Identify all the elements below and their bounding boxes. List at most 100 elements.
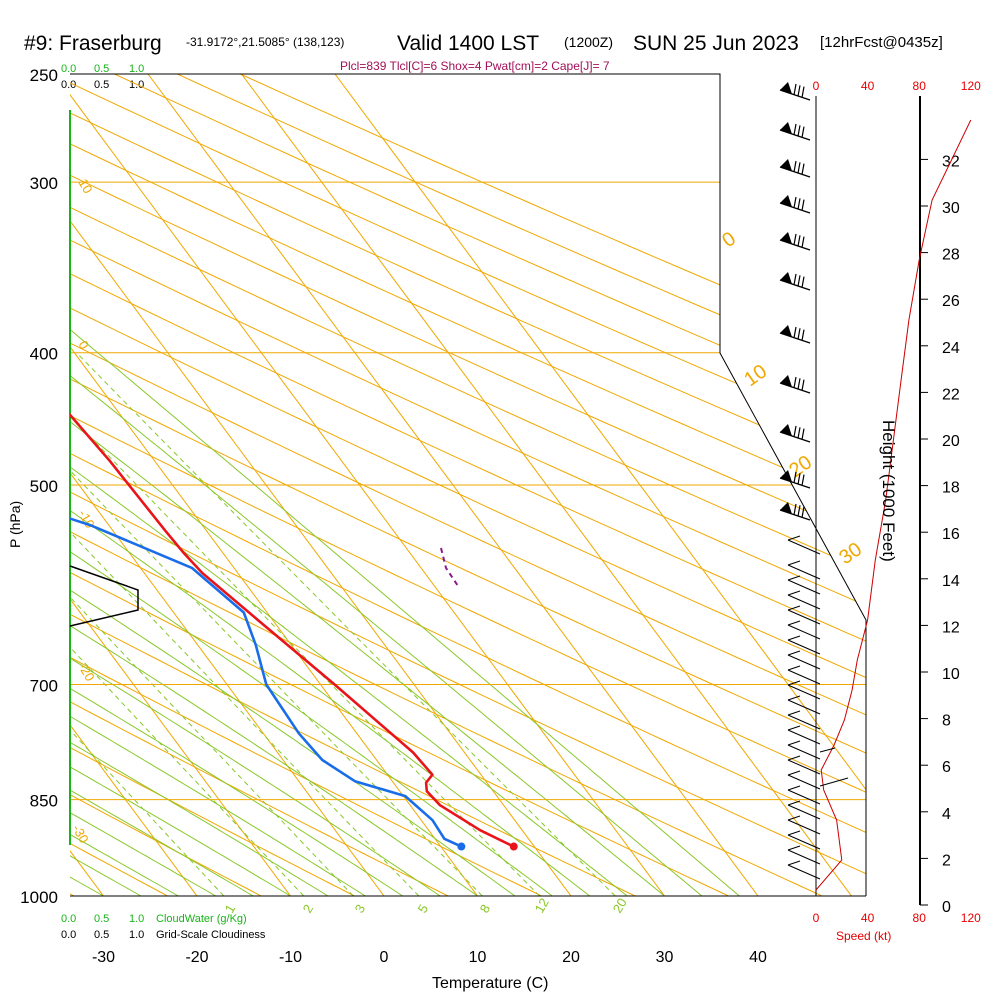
y-tick-label: 850 (30, 792, 58, 811)
mixing-ratio-line (76, 352, 616, 896)
cloud-top-black-2: 1.0 (129, 79, 144, 91)
wind-barb (787, 774, 821, 790)
dry-adiabat-lines (70, 74, 866, 896)
wind-barb-feather (801, 329, 805, 341)
forecast-tag: [12hrFcst@0435z] (820, 34, 943, 51)
wind-barb (787, 804, 821, 820)
height-tick-label: 14 (942, 573, 960, 590)
wind-barb-feather (801, 86, 805, 98)
wind-barb-feather (787, 620, 801, 626)
wind-barb (787, 759, 821, 775)
wind-barb (787, 654, 821, 670)
wind-barb (819, 777, 849, 787)
dry-adiabat-line (70, 74, 866, 896)
wind-barb-feather (793, 123, 797, 136)
cloud-scale-bottom: 0.0 0.5 1.0 CloudWater (g/Kg) 0.0 0.5 1.… (61, 913, 266, 941)
dry-adiabat-label: 10 (75, 176, 95, 196)
x-tick-label: 20 (562, 949, 580, 966)
wind-barb-feather (801, 474, 805, 486)
valid-date: SUN 25 Jun 2023 (633, 32, 799, 55)
cloudwater-label: CloudWater (g/Kg) (156, 913, 247, 925)
moist-adiabat-line (70, 74, 254, 896)
wind-barb (787, 714, 821, 730)
wind-barb-feather (787, 860, 801, 866)
dry-adiabat-line (70, 74, 262, 896)
wind-barb-flag (780, 424, 792, 436)
speed-tick-bottom: 120 (961, 911, 981, 925)
moist-adiabat-label: 30 (835, 538, 866, 569)
speed-tick-bottom: 0 (813, 911, 820, 925)
speed-tick-bottom: 80 (913, 911, 927, 925)
wind-barb-feather (793, 233, 797, 246)
moist-adiabat-line (70, 74, 591, 896)
height-axis-label: Height (1000 Feet) (879, 420, 898, 562)
x-tick-label: 30 (656, 949, 674, 966)
wind-barb-feather (787, 830, 801, 836)
x-tick-label: -20 (185, 949, 208, 966)
wind-barb-flag (780, 272, 792, 284)
wind-barb (779, 129, 811, 141)
dry-adiabat-line (70, 74, 866, 896)
height-tick-label: 12 (942, 619, 960, 636)
wind-barb-feather (787, 605, 801, 611)
moist-adiabat-line (70, 74, 516, 896)
y-tick-label: 250 (30, 66, 58, 85)
dry-adiabat-line (70, 74, 866, 896)
wind-barb-feather (801, 236, 805, 248)
moist-adiabat-line (70, 74, 703, 896)
y-axis-label: P (hPa) (7, 501, 23, 548)
height-tick-label: 26 (942, 293, 960, 310)
dry-adiabat-line (70, 74, 866, 896)
dry-adiabat-line (70, 74, 823, 896)
wind-barb-feather (801, 276, 805, 288)
dry-adiabat-line (70, 74, 866, 896)
dry-adiabat-line (70, 74, 729, 896)
mixing-ratio-label: 5 (415, 902, 432, 916)
height-tick-label: 10 (942, 666, 960, 683)
height-tick-label: 28 (942, 247, 960, 264)
wind-barb (787, 789, 821, 805)
station-title: #9: Fraserburg (24, 32, 162, 55)
wind-barb-feather (787, 535, 801, 541)
mixing-ratio-label: 3 (352, 902, 369, 916)
dry-adiabat-line (70, 74, 866, 896)
mixing-ratio-label: 2 (300, 902, 317, 916)
moist-adiabat-line (70, 74, 441, 896)
wind-barb-feather (787, 845, 801, 851)
speed-tick-top: 80 (913, 79, 927, 93)
station-coords: -31.9172°,21.5085° (138,123) (186, 35, 344, 49)
x-tick-label: -10 (279, 949, 302, 966)
cloud-top-green-1: 0.5 (94, 63, 109, 75)
wind-barb (787, 639, 821, 655)
height-tick-label: 6 (942, 759, 951, 776)
wind-barb-feather (793, 471, 797, 484)
cloud-top-green-0: 0.0 (61, 63, 76, 75)
wind-barb-feather (787, 575, 801, 581)
mixing-ratio-line (70, 352, 420, 896)
cloud-bottom-green-1: 0.5 (94, 913, 109, 925)
wind-barb-feather (797, 85, 801, 97)
wind-barb-feather (797, 125, 801, 137)
wind-barb-feather (793, 273, 797, 286)
height-tick-label: 4 (942, 806, 951, 823)
wind-barb-flag (780, 82, 792, 94)
wind-barb-flag (780, 195, 792, 207)
height-tick-label: 16 (942, 526, 960, 543)
wind-barb-feather (787, 785, 801, 791)
wind-barb (787, 624, 821, 640)
dry-adiabat-line (70, 74, 449, 896)
mixing-ratio-label: 20 (610, 895, 630, 915)
wind-barb-feather (793, 83, 797, 96)
wind-barb (787, 564, 821, 580)
dry-adiabat-line (70, 74, 866, 896)
height-tick-label: 30 (942, 200, 960, 217)
height-tick-label: 18 (942, 480, 960, 497)
wind-barb-feather (797, 162, 801, 174)
isotherm-line (0, 74, 10, 896)
height-tick-label: 2 (942, 852, 951, 869)
wind-barb-feather (801, 428, 805, 440)
dry-adiabat-label: -30 (69, 822, 91, 846)
wind-barb (779, 166, 811, 178)
dry-adiabat-line (70, 74, 866, 896)
wind-barb-feather (801, 126, 805, 138)
